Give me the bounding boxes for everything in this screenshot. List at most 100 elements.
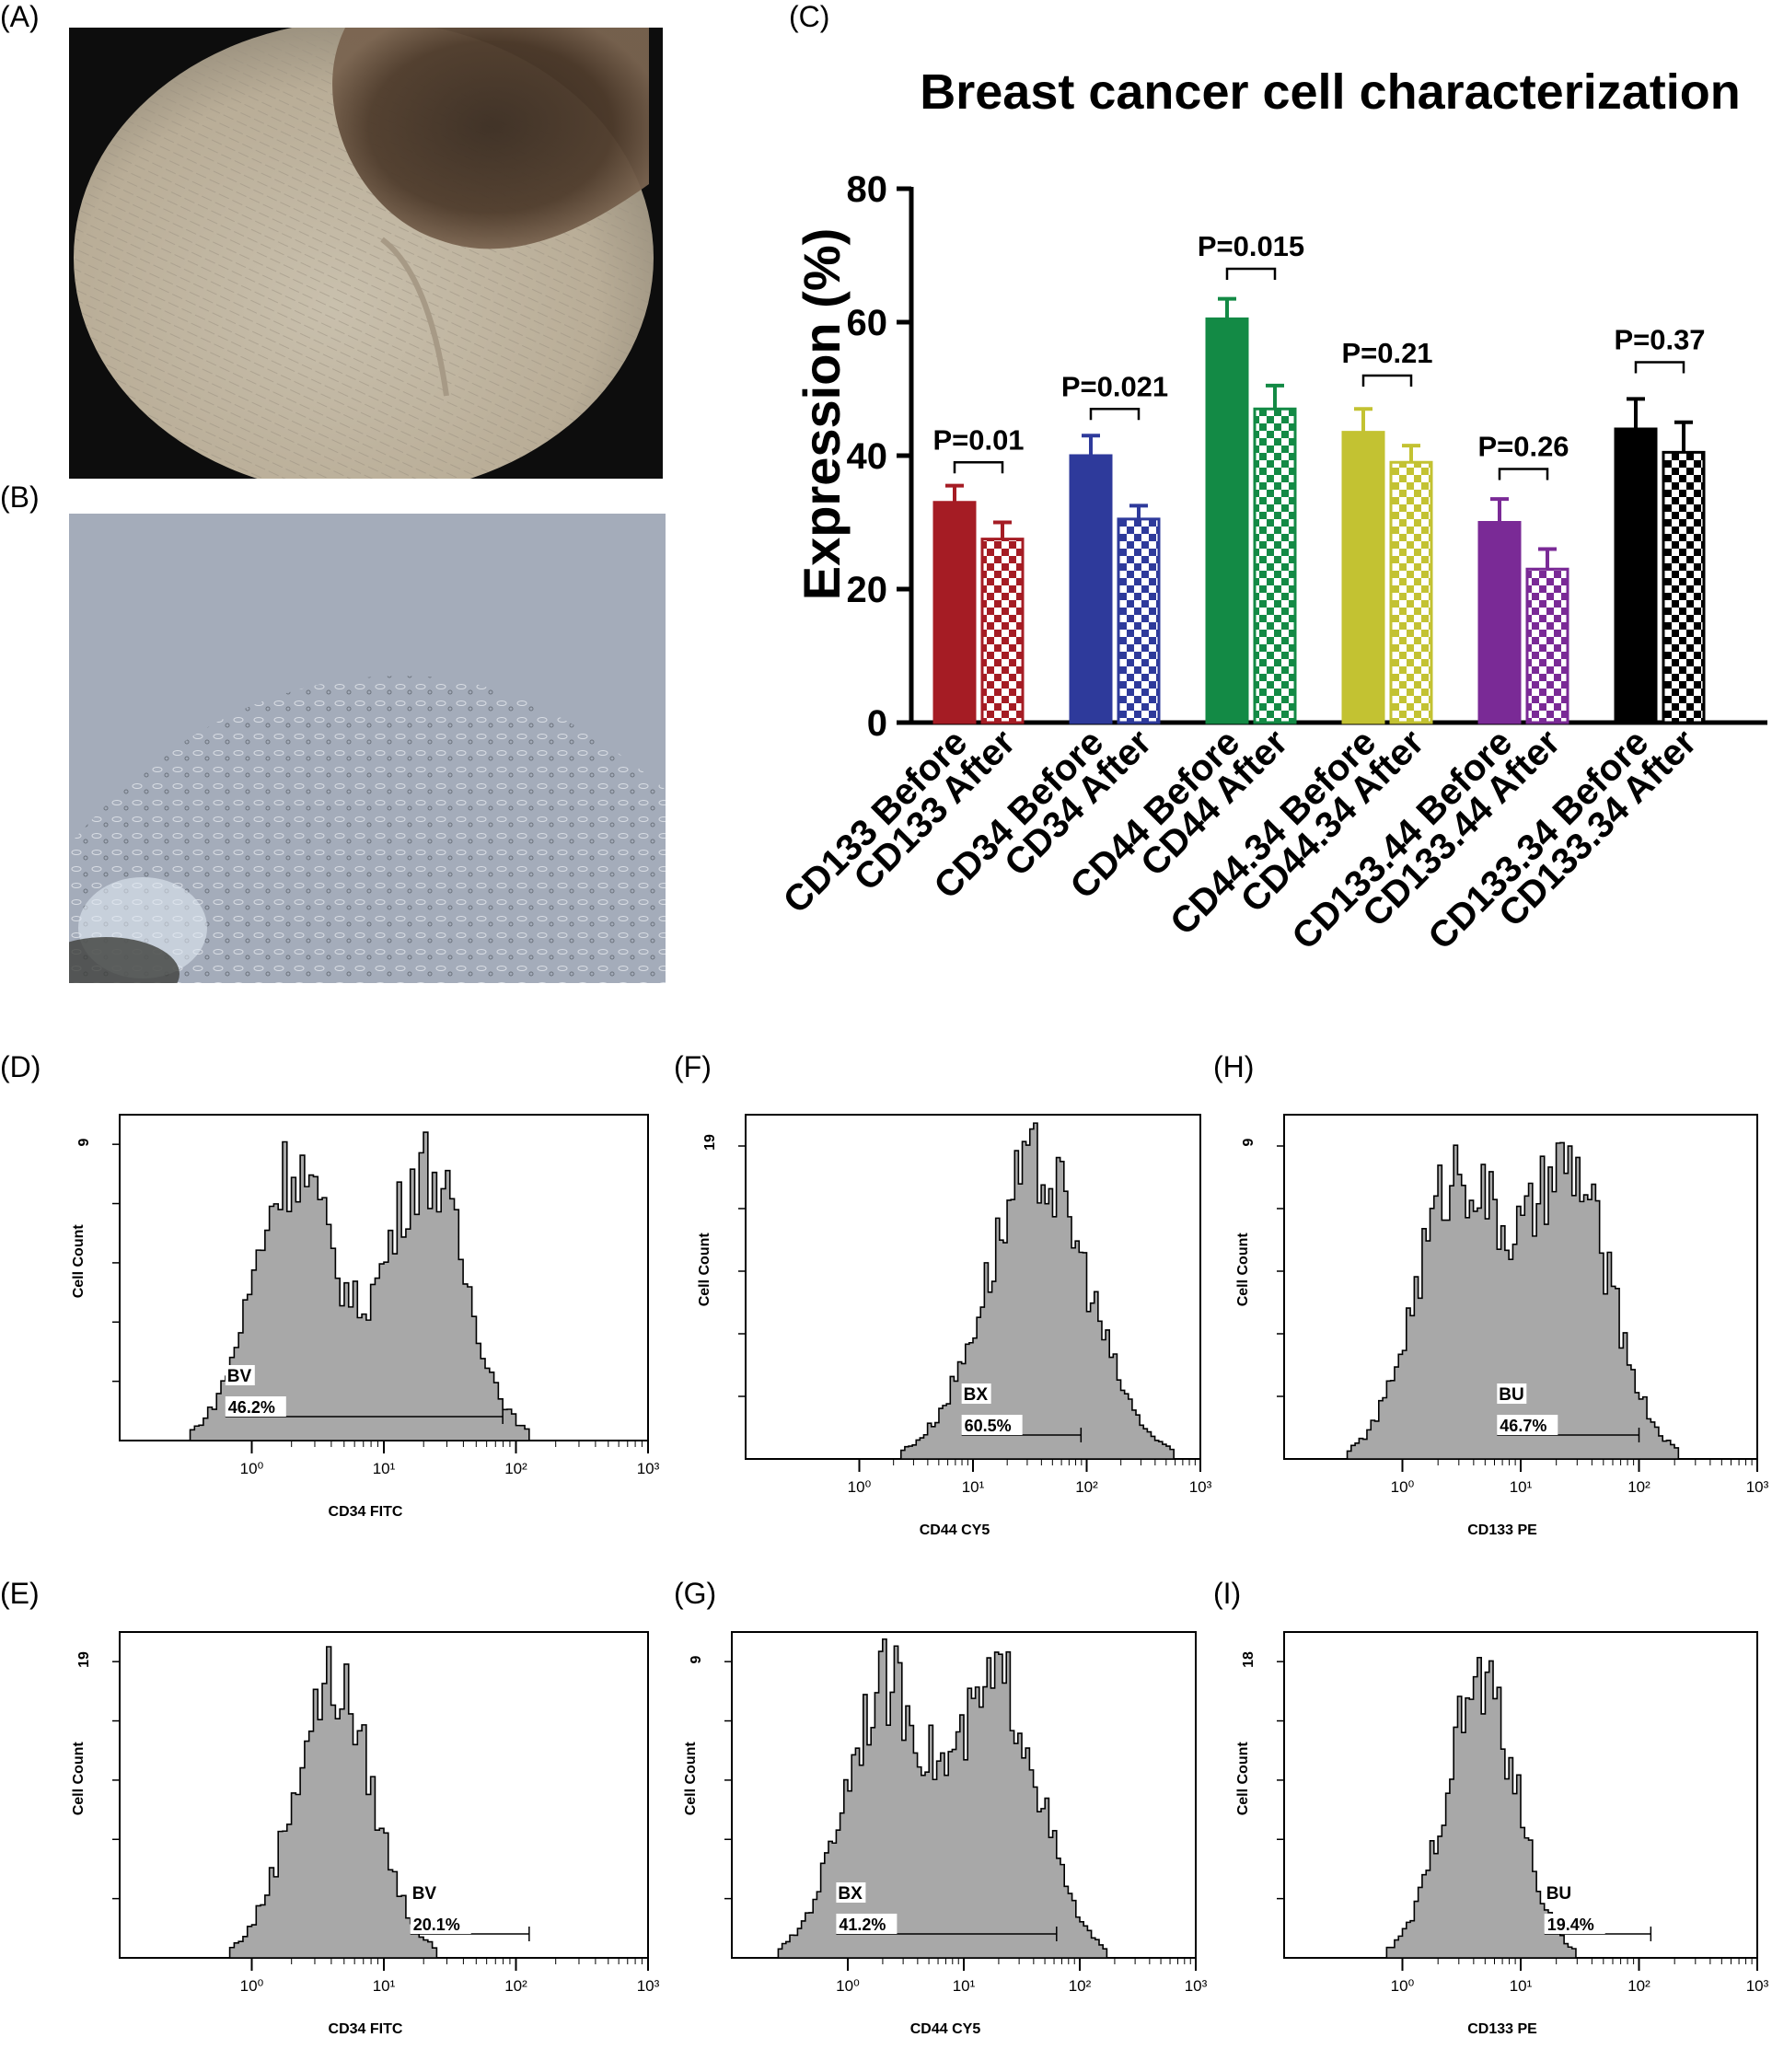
x-tick-label: 10²: [1627, 1478, 1650, 1496]
gate-name-box: [961, 1383, 991, 1404]
y-max-label: 19: [76, 1651, 92, 1668]
gate-name: BX: [838, 1884, 863, 1904]
significance-bracket: [1361, 374, 1413, 387]
gate-name-box: [225, 1365, 255, 1385]
panel-label-f: (F): [674, 1050, 712, 1083]
histogram-area: [1284, 1141, 1757, 1460]
x-tick-label: 10³: [1746, 1478, 1769, 1496]
p-value-label: P=0.01: [932, 423, 1024, 456]
bar-chart-c: Breast cancer cell characterization Expr…: [776, 64, 1767, 957]
x-tick-label: 10⁰: [1391, 1977, 1415, 1995]
gate-name: BU: [1546, 1884, 1571, 1904]
y-axis-label: Cell Count: [1235, 1742, 1251, 1816]
y-max-label: 19: [702, 1134, 718, 1151]
micrograph-cells-b: [69, 514, 666, 983]
x-axis-label: CD34 FITC: [329, 1504, 403, 1520]
histogram-area: [746, 1122, 1200, 1460]
histogram-cd133-after: Cell Count 18 10⁰ 10¹ 10² 10³ CD133 PE BU 19.4%: [1235, 1631, 1769, 2037]
gate-name: BV: [227, 1367, 252, 1386]
x-tick-label: 10¹: [1510, 1977, 1533, 1995]
chart-title: Breast cancer cell characterization: [920, 64, 1740, 120]
y-axis-label: Cell Count: [71, 1742, 87, 1816]
y-tick-label: 20: [847, 570, 888, 610]
gate-name: BV: [412, 1884, 437, 1904]
histogram-cd34-before: Cell Count 9 10⁰ 10¹ 10² 10³ CD34 FITC BV 46.2%: [71, 1114, 660, 1520]
bar-6: [1341, 431, 1385, 724]
x-tick-label: 10²: [504, 1460, 527, 1477]
p-value-label: P=0.021: [1061, 370, 1168, 402]
x-tick-label: 10²: [504, 1977, 527, 1995]
bar-1: [980, 538, 1025, 724]
x-tick-label: 10⁰: [240, 1460, 264, 1477]
bar-5: [1253, 407, 1297, 724]
y-axis-label: Cell Count: [1235, 1233, 1251, 1307]
gate-value-box: [225, 1396, 286, 1417]
x-axis-label: CD44 CY5: [920, 1522, 990, 1538]
panel-label-g: (G): [674, 1577, 717, 1610]
y-tick-label: 40: [847, 436, 888, 477]
bar-7: [1389, 460, 1433, 724]
gate-value-box: [1497, 1415, 1558, 1435]
gate-value: 60.5%: [965, 1417, 1012, 1435]
gate-name-box: [1497, 1383, 1527, 1404]
gate-value: 46.7%: [1500, 1417, 1546, 1435]
x-tick-label: 10¹: [962, 1478, 985, 1496]
x-tick-label: 10³: [637, 1460, 660, 1477]
bar-9: [1525, 567, 1569, 724]
gate-value: 19.4%: [1547, 1916, 1594, 1934]
histogram-area: [120, 1646, 648, 1959]
gate-name-box: [836, 1882, 866, 1903]
x-tick-label: 10⁰: [240, 1977, 264, 1995]
gate-name-box: [410, 1882, 440, 1903]
histogram-cd44-after: Cell Count 9 10⁰ 10¹ 10² 10³ CD44 CY5 BX 41.2%: [683, 1631, 1208, 2037]
bar-10: [1614, 427, 1658, 724]
y-axis-label: Cell Count: [683, 1742, 699, 1816]
y-max-label: 9: [1241, 1138, 1257, 1146]
histogram-cd133-before: Cell Count 9 10⁰ 10¹ 10² 10³ CD133 PE BU 46.7%: [1235, 1114, 1769, 1538]
x-tick-label: 10³: [1189, 1478, 1212, 1496]
panel-label-h: (H): [1213, 1050, 1255, 1083]
x-tick-label: 10⁰: [836, 1977, 860, 1995]
x-axis-label: CD133 PE: [1467, 1522, 1537, 1538]
y-max-label: 9: [689, 1655, 704, 1663]
x-tick-label: 10⁰: [1391, 1478, 1415, 1496]
significance-bracket: [1225, 267, 1277, 280]
x-tick-label: 10⁰: [848, 1478, 872, 1496]
y-axis-label: Cell Count: [697, 1233, 712, 1307]
y-tick-label: 80: [847, 169, 888, 210]
gate-value: 46.2%: [228, 1398, 275, 1417]
panel-label-b: (B): [0, 480, 40, 514]
bar-8: [1477, 521, 1522, 724]
x-axis-label: CD44 CY5: [910, 2021, 981, 2037]
significance-bracket: [1634, 361, 1685, 374]
histogram-area: [732, 1638, 1196, 1959]
gate-name: BX: [964, 1385, 989, 1405]
micrograph-explant-a: [69, 28, 663, 479]
panel-label-i: (I): [1213, 1577, 1242, 1610]
bar-2: [1069, 454, 1113, 724]
gate-name-box: [1544, 1882, 1574, 1903]
x-tick-label: 10¹: [1510, 1478, 1533, 1496]
y-axis-label: Expression (%): [793, 228, 851, 601]
gate-value-box: [961, 1415, 1023, 1435]
p-value-label: P=0.21: [1341, 337, 1432, 369]
panel-label-e: (E): [0, 1577, 40, 1610]
significance-bracket: [1498, 468, 1549, 480]
x-tick-label: 10³: [637, 1977, 660, 1995]
x-axis-label: CD133 PE: [1467, 2021, 1537, 2037]
significance-bracket: [1089, 408, 1141, 421]
gate-name: BU: [1499, 1385, 1523, 1405]
bar-0: [932, 501, 977, 724]
x-tick-label: 10³: [1185, 1977, 1208, 1995]
x-tick-label: 10¹: [373, 1460, 396, 1477]
panel-label-a: (A): [0, 0, 40, 33]
histogram-cd34-after: Cell Count 19 10⁰ 10¹ 10² 10³ CD34 FITC BV 20.1%: [71, 1631, 660, 2037]
significance-bracket: [953, 461, 1004, 474]
x-axis-label: CD34 FITC: [329, 2021, 403, 2037]
panel-label-d: (D): [0, 1050, 41, 1083]
bar-3: [1117, 517, 1161, 724]
y-tick-label: 60: [847, 303, 888, 343]
gate-value: 20.1%: [413, 1916, 460, 1934]
y-axis-label: Cell Count: [71, 1224, 87, 1299]
x-tick-label: 10²: [1069, 1977, 1092, 1995]
